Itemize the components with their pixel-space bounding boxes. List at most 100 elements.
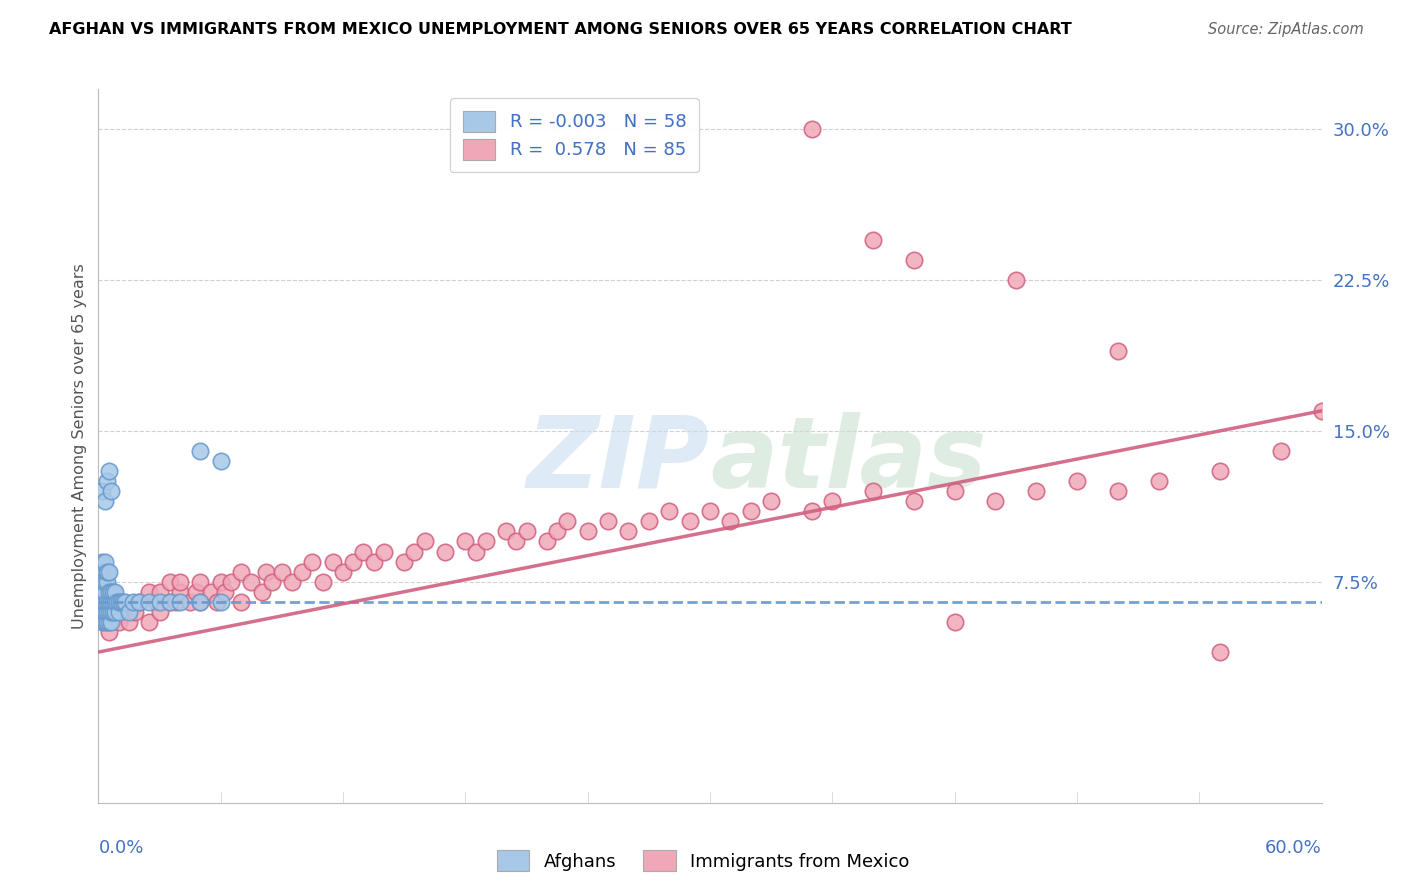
Point [96, 474, 118, 488]
Point [89, 595, 111, 609]
Point [200, 584, 222, 599]
Point [114, 595, 136, 609]
Point [91, 595, 114, 609]
Legend: R = -0.003   N = 58, R =  0.578   N = 85: R = -0.003 N = 58, R = 0.578 N = 85 [450, 98, 699, 172]
Y-axis label: Unemployment Among Seniors over 65 years: Unemployment Among Seniors over 65 years [72, 263, 87, 629]
Point [1107, 484, 1129, 499]
Point [801, 504, 824, 518]
Point [598, 515, 620, 529]
Point [219, 574, 242, 589]
Point [96, 574, 118, 589]
Point [100, 615, 122, 629]
Point [96, 615, 118, 629]
Point [186, 584, 208, 599]
Point [1066, 474, 1088, 488]
Point [97, 624, 120, 639]
Point [89, 584, 111, 599]
Point [1209, 464, 1232, 478]
Point [118, 605, 141, 619]
Point [104, 605, 127, 619]
Legend: Afghans, Immigrants from Mexico: Afghans, Immigrants from Mexico [489, 843, 917, 879]
Point [93, 605, 115, 619]
Text: 60.0%: 60.0% [1265, 839, 1322, 857]
Point [169, 595, 191, 609]
Point [100, 605, 122, 619]
Point [801, 122, 824, 136]
Point [699, 504, 721, 518]
Point [101, 595, 124, 609]
Point [413, 534, 436, 549]
Point [179, 595, 201, 609]
Point [100, 484, 122, 499]
Point [352, 544, 374, 558]
Point [862, 484, 884, 499]
Point [943, 484, 966, 499]
Point [96, 565, 118, 579]
Point [97, 595, 120, 609]
Point [1025, 484, 1047, 499]
Point [93, 555, 115, 569]
Text: Source: ZipAtlas.com: Source: ZipAtlas.com [1208, 22, 1364, 37]
Point [209, 454, 232, 468]
Point [97, 565, 120, 579]
Point [404, 544, 426, 558]
Point [1004, 273, 1026, 287]
Point [495, 524, 517, 539]
Point [159, 595, 181, 609]
Point [214, 584, 236, 599]
Text: ZIP: ZIP [527, 412, 710, 508]
Point [332, 565, 354, 579]
Point [128, 595, 150, 609]
Point [101, 584, 124, 599]
Point [1310, 404, 1333, 418]
Point [658, 504, 681, 518]
Point [516, 524, 538, 539]
Point [576, 524, 599, 539]
Text: atlas: atlas [710, 412, 987, 508]
Point [108, 605, 131, 619]
Point [93, 595, 115, 609]
Point [1107, 343, 1129, 358]
Point [1270, 444, 1292, 458]
Point [108, 595, 131, 609]
Point [97, 464, 120, 478]
Point [322, 555, 344, 569]
Point [464, 544, 486, 558]
Point [104, 595, 127, 609]
Point [637, 515, 661, 529]
Point [188, 595, 212, 609]
Point [862, 233, 884, 247]
Point [111, 605, 134, 619]
Point [254, 565, 277, 579]
Point [270, 565, 294, 579]
Point [903, 253, 925, 268]
Point [100, 595, 122, 609]
Point [231, 595, 253, 609]
Point [169, 584, 191, 599]
Text: 0.0%: 0.0% [98, 839, 143, 857]
Point [555, 515, 579, 529]
Point [761, 494, 783, 508]
Point [392, 555, 416, 569]
Point [546, 524, 568, 539]
Point [91, 555, 114, 569]
Point [159, 595, 181, 609]
Point [205, 595, 228, 609]
Point [138, 595, 160, 609]
Point [145, 595, 167, 609]
Text: AFGHAN VS IMMIGRANTS FROM MEXICO UNEMPLOYMENT AMONG SENIORS OVER 65 YEARS CORREL: AFGHAN VS IMMIGRANTS FROM MEXICO UNEMPLO… [49, 22, 1071, 37]
Point [110, 595, 132, 609]
Point [209, 574, 232, 589]
Point [363, 555, 385, 569]
Point [281, 574, 304, 589]
Point [943, 615, 966, 629]
Point [96, 605, 118, 619]
Point [250, 584, 273, 599]
Point [312, 574, 335, 589]
Point [159, 574, 181, 589]
Point [101, 605, 124, 619]
Point [111, 595, 134, 609]
Point [97, 615, 120, 629]
Point [108, 615, 131, 629]
Point [122, 595, 145, 609]
